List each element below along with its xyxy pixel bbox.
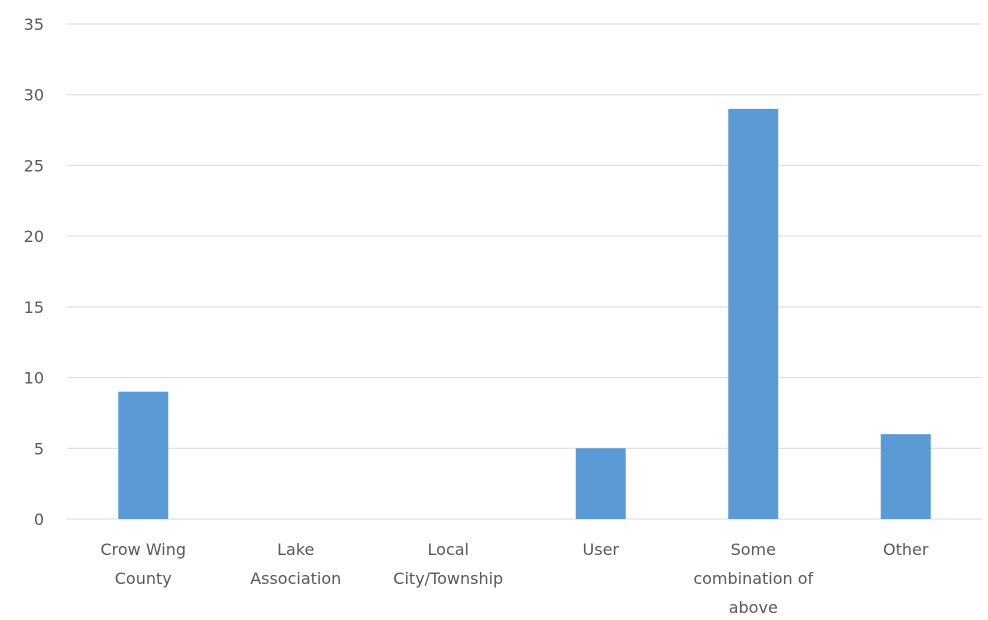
bar-5 [880, 434, 931, 519]
y-tick-label: 20 [24, 227, 44, 246]
x-category-label: Crow Wing County [100, 540, 186, 588]
y-axis-tick-labels: 0 5 10 15 20 25 30 35 [24, 15, 44, 529]
x-category-label: Lake Association [250, 540, 341, 588]
y-tick-label: 25 [24, 156, 44, 175]
y-tick-label: 0 [34, 510, 44, 529]
x-category-label: Some combination of above [693, 540, 813, 617]
x-category-label: Local City/Township [393, 540, 503, 588]
y-tick-label: 15 [24, 298, 44, 317]
bar-0 [118, 391, 169, 519]
x-category-label: User [583, 540, 620, 559]
bars [118, 108, 931, 519]
y-tick-label: 30 [24, 86, 44, 105]
bar-4 [728, 108, 779, 519]
y-tick-label: 10 [24, 369, 44, 388]
y-tick-label: 5 [34, 439, 44, 458]
y-tick-label: 35 [24, 15, 44, 34]
gridlines [67, 23, 982, 520]
x-axis-category-labels: Crow Wing County Lake Association Local City/… [100, 540, 928, 617]
x-category-label: Other [883, 540, 929, 559]
bar-3 [575, 448, 626, 519]
